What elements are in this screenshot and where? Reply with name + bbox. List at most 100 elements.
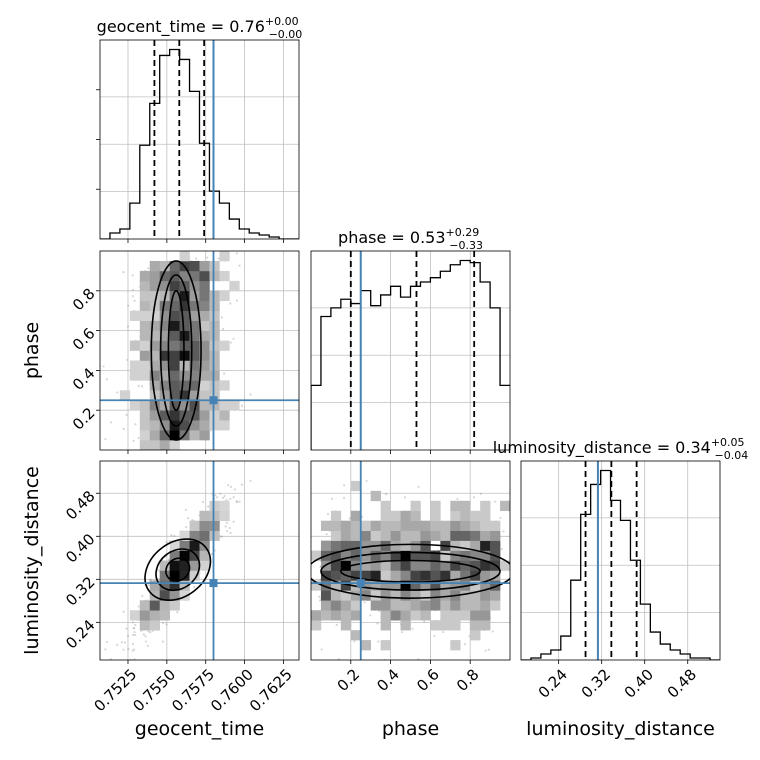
density-cell xyxy=(189,290,200,302)
density-cell xyxy=(199,370,210,381)
density-cell xyxy=(380,620,391,631)
density-cell xyxy=(340,590,352,601)
sample-point xyxy=(104,648,107,651)
density-cell xyxy=(500,500,510,512)
density-cell xyxy=(189,280,200,292)
sample-point xyxy=(219,492,222,495)
density-cell xyxy=(139,340,151,351)
density-cell xyxy=(440,600,451,611)
sample-point xyxy=(120,641,123,644)
density-cell xyxy=(340,520,352,531)
density-cell xyxy=(139,610,151,621)
sample-point xyxy=(142,633,145,636)
density-cell xyxy=(159,590,170,601)
density-cell xyxy=(470,540,481,551)
sample-point xyxy=(348,517,351,520)
density-cell xyxy=(189,350,200,361)
sample-point xyxy=(240,483,244,486)
hist-panel-luminosity_distance: luminosity_distance = 0.34+0.05 −0.04 xyxy=(493,436,749,664)
truth-marker xyxy=(209,579,218,588)
density-cell xyxy=(370,590,381,601)
density-cell xyxy=(440,550,451,561)
density-cell xyxy=(480,540,491,551)
sample-point xyxy=(157,569,160,572)
sample-point xyxy=(167,558,171,561)
sample-point xyxy=(238,264,241,267)
density-cell xyxy=(159,420,170,431)
density-cell xyxy=(450,580,461,591)
density-cell xyxy=(370,570,381,581)
density-cell xyxy=(320,570,332,581)
density-cell xyxy=(480,500,491,512)
density-cell xyxy=(380,590,391,601)
density-cell xyxy=(390,600,401,611)
density-cell xyxy=(189,320,200,331)
density-cell xyxy=(169,410,180,421)
sample-point xyxy=(228,526,231,530)
density-cell xyxy=(149,350,160,361)
sample-point xyxy=(210,552,214,556)
density-cell xyxy=(169,380,180,391)
contour-line xyxy=(167,289,185,411)
density-cell xyxy=(311,620,322,631)
sample-point xyxy=(472,496,476,499)
sample-point xyxy=(134,633,137,636)
density-cell xyxy=(380,530,391,541)
sample-point xyxy=(417,658,420,660)
density-cell xyxy=(219,380,230,391)
density-cell xyxy=(179,530,190,541)
density-cell xyxy=(360,540,371,551)
sample-point xyxy=(240,404,244,407)
density-cell xyxy=(311,610,322,621)
density-cell xyxy=(450,500,461,512)
density-cell xyxy=(350,570,362,581)
contour-line xyxy=(155,548,201,592)
sample-point xyxy=(165,623,168,626)
x-tick-label: 0.2 xyxy=(334,665,364,695)
density-cell xyxy=(229,280,240,292)
sample-point xyxy=(223,494,226,498)
contour-line xyxy=(159,274,193,427)
sample-point xyxy=(423,620,426,623)
density-cell xyxy=(420,580,431,591)
density-cell xyxy=(350,530,362,541)
density-cell xyxy=(169,560,180,571)
density-cell xyxy=(490,570,501,581)
sample-point xyxy=(224,525,227,528)
density-cell xyxy=(470,620,481,631)
density-cell xyxy=(179,270,190,282)
sample-point xyxy=(232,337,235,340)
density-cell xyxy=(209,510,220,521)
sample-point xyxy=(229,341,233,344)
panel-frame xyxy=(310,250,511,451)
density-cell xyxy=(400,590,411,601)
density-cell xyxy=(460,590,471,601)
density-cell xyxy=(159,350,170,361)
density-cell xyxy=(149,610,160,621)
density-cell xyxy=(139,370,151,381)
density-cell xyxy=(149,320,160,331)
density-cell xyxy=(350,540,362,551)
density-cell xyxy=(340,620,352,631)
density-cell xyxy=(159,610,170,621)
x-axis-label: luminosity_distance xyxy=(526,718,715,740)
sample-point xyxy=(126,325,130,328)
density-cell xyxy=(199,380,210,391)
density-cell xyxy=(209,310,220,321)
x-tick-label: 0.7625 xyxy=(246,665,296,715)
density-cell xyxy=(480,620,491,631)
density-cell xyxy=(199,390,210,401)
sample-point xyxy=(214,494,217,497)
sample-point xyxy=(499,516,502,520)
density-cell xyxy=(410,530,421,541)
sample-point xyxy=(109,658,112,660)
sample-point xyxy=(133,630,136,634)
title-text: phase = 0.53+0.29 −0.33 xyxy=(338,226,483,252)
title-text: luminosity_distance = 0.34+0.05 −0.04 xyxy=(493,436,749,462)
density-cell xyxy=(440,520,451,531)
sample-point xyxy=(330,497,334,500)
sample-point xyxy=(133,648,136,651)
density-cell xyxy=(189,570,200,581)
y-axis-label: luminosity_distance xyxy=(21,466,43,655)
density-cell xyxy=(189,430,200,441)
